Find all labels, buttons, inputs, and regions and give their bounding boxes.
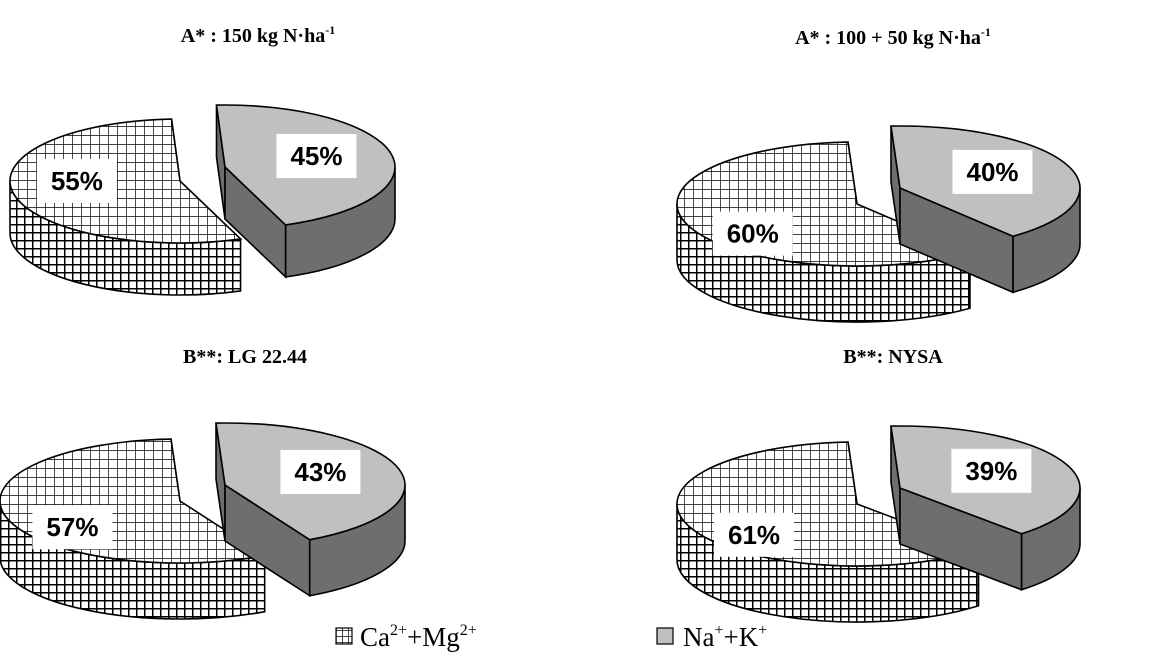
chart-title: B**: NYSA	[843, 346, 943, 368]
data-label-na-k: 39%	[951, 448, 1032, 493]
legend-label-na-k: Na++K+	[683, 622, 767, 652]
svg-text:45%: 45%	[290, 141, 342, 171]
svg-text:61%: 61%	[728, 520, 780, 550]
legend-swatch-na-k	[656, 627, 674, 645]
svg-text:43%: 43%	[294, 457, 346, 487]
pie-chart-1: A* : 150 kg N·ha-1 45% 55%	[9, 23, 396, 296]
svg-text:55%: 55%	[51, 166, 103, 196]
chart-title: B**: LG 22.44	[183, 346, 307, 368]
legend-label-ca-mg: Ca2++Mg2+	[360, 622, 477, 652]
svg-text:39%: 39%	[965, 456, 1017, 486]
data-label-ca-mg: 61%	[714, 512, 795, 557]
pie-chart-2: A* : 100 + 50 kg N·ha-1 40% 60%	[676, 25, 1081, 323]
slice-ca-mg	[9, 118, 243, 296]
chart-title: A* : 150 kg N·ha-1	[181, 23, 335, 47]
legend-swatch-ca-mg	[335, 627, 353, 645]
svg-text:57%: 57%	[46, 512, 98, 542]
svg-text:40%: 40%	[966, 157, 1018, 187]
pie-chart-4: B**: NYSA 39% 61%	[676, 346, 1081, 623]
pie-chart-3: B**: LG 22.44 43% 57%	[0, 346, 406, 620]
data-label-ca-mg: 55%	[36, 158, 117, 203]
data-label-ca-mg: 60%	[712, 211, 793, 256]
slice-na-k	[215, 104, 396, 279]
legend: Ca2++Mg2+ Na++K+	[335, 622, 767, 652]
data-label-na-k: 43%	[280, 449, 361, 494]
data-label-na-k: 40%	[952, 149, 1033, 194]
svg-text:60%: 60%	[727, 219, 779, 249]
data-label-ca-mg: 57%	[32, 505, 113, 550]
data-label-na-k: 45%	[276, 133, 357, 178]
pie-charts: A* : 150 kg N·ha-1 45% 55% A* : 100 + 50 kg…	[0, 23, 1081, 623]
chart-title: A* : 100 + 50 kg N·ha-1	[795, 25, 991, 49]
